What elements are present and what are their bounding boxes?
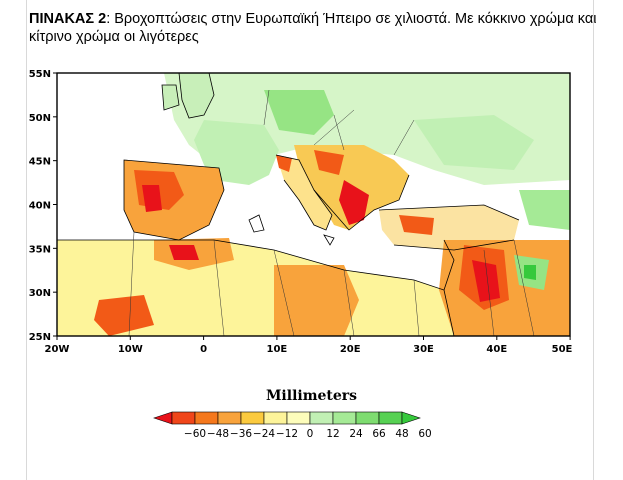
map-land xyxy=(57,73,570,336)
caption-text: : Βροχοπτώσεις στην Ευρωπαϊκή Ήπειρο σε … xyxy=(29,11,597,45)
legend-label: 24 xyxy=(349,428,363,440)
legend-label: 0 xyxy=(307,428,314,440)
legend-box xyxy=(309,411,334,425)
legend-label: 12 xyxy=(326,428,339,440)
lat-label: 40N xyxy=(29,201,51,212)
caption-label: ΠΙΝΑΚΑΣ 2 xyxy=(29,11,107,27)
region-italy xyxy=(276,155,332,230)
legend-box xyxy=(332,411,357,425)
legend-box xyxy=(171,411,196,425)
legend-box xyxy=(240,411,265,425)
lon-label: 30E xyxy=(413,344,434,355)
lat-label: 50N xyxy=(29,113,51,124)
legend-arrow-low xyxy=(153,411,173,425)
legend-label: −12 xyxy=(276,428,298,440)
legend-label: −48 xyxy=(207,428,229,440)
lat-label: 45N xyxy=(29,157,51,168)
lon-label: 40E xyxy=(486,344,507,355)
figure-caption: ΠΙΝΑΚΑΣ 2: Βροχοπτώσεις στην Ευρωπαϊκή Ή… xyxy=(29,10,619,46)
lon-label: 20E xyxy=(340,344,361,355)
region-british-isles xyxy=(179,73,214,118)
legend-box xyxy=(263,411,288,425)
legend-box xyxy=(217,411,242,425)
legend-label: −60 xyxy=(184,428,206,440)
borders xyxy=(128,89,535,336)
legend-label: 66 xyxy=(372,428,386,440)
lon-label: 20W xyxy=(45,344,70,355)
legend-title: Millimeters xyxy=(265,388,358,404)
legend-labels: −60 −48 −36 −24 −12 0 12 24 66 48 60 xyxy=(184,428,432,440)
legend-label: −36 xyxy=(230,428,252,440)
legend-box xyxy=(355,411,380,425)
lat-label: 35N xyxy=(29,244,51,255)
document-frame xyxy=(26,0,594,480)
legend-label: 60 xyxy=(418,428,431,440)
region-north-africa xyxy=(57,240,454,336)
lon-label: 50E xyxy=(552,344,573,355)
legend-boxes xyxy=(153,411,421,425)
color-legend: −60 −48 −36 −24 −12 0 12 24 66 48 60 xyxy=(153,411,432,440)
lon-label: 10W xyxy=(118,344,143,355)
legend-box xyxy=(378,411,403,425)
legend-box xyxy=(286,411,311,425)
lon-label: 0 xyxy=(200,344,207,355)
lat-label: 55N xyxy=(29,69,51,80)
legend-arrow-high xyxy=(401,411,421,425)
lat-label: 25N xyxy=(29,332,51,343)
lon-label: 10E xyxy=(267,344,288,355)
legend-box xyxy=(194,411,219,425)
legend-label: 48 xyxy=(395,428,408,440)
legend-label: −24 xyxy=(253,428,275,440)
lat-label: 30N xyxy=(29,288,51,299)
region-turkey xyxy=(379,205,519,250)
